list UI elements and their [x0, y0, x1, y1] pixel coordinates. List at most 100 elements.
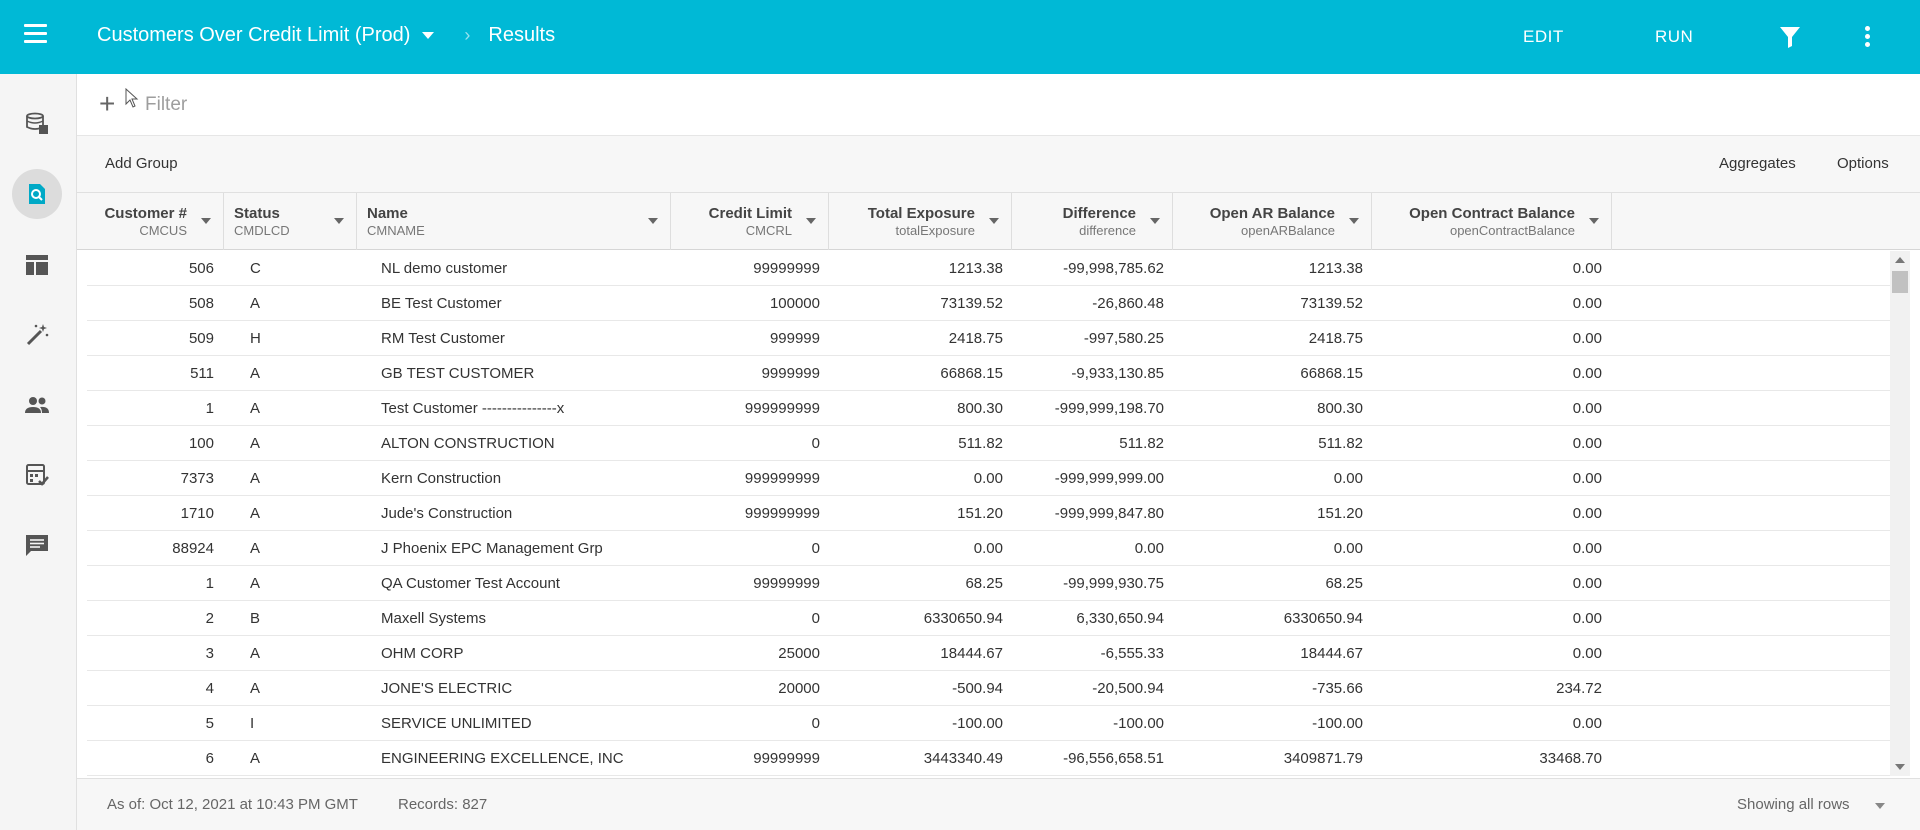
cell-credit-limit: 999999 [769, 330, 820, 347]
sort-caret-icon[interactable] [334, 218, 344, 224]
column-label: Customer # [104, 205, 187, 222]
cell-credit-limit: 0 [811, 715, 820, 732]
sidebar-item-data-sources[interactable] [12, 98, 62, 148]
cell-total-exposure: -100.00 [952, 715, 1003, 732]
edit-button[interactable]: EDIT [1523, 27, 1564, 46]
cell-open-contract-balance: 0.00 [1572, 260, 1602, 277]
sidebar-item-results[interactable] [12, 169, 62, 219]
column-label: Difference [1062, 205, 1136, 222]
table-row[interactable]: 6 A ENGINEERING EXCELLENCE, INC 99999999 344… [87, 741, 1890, 776]
cell-status: A [250, 295, 261, 312]
cell-open-ar-balance: 0.00 [1333, 470, 1363, 487]
cell-customer-number: 6 [205, 750, 214, 767]
options-button[interactable]: Options [1837, 155, 1889, 172]
cell-open-contract-balance: 0.00 [1572, 435, 1602, 452]
cell-status: A [250, 365, 261, 382]
column-label: Total Exposure [867, 205, 975, 222]
scroll-down-icon[interactable] [1895, 764, 1905, 770]
cell-name: J Phoenix EPC Management Grp [381, 540, 603, 557]
add-filter-icon[interactable]: + [99, 88, 116, 119]
cell-customer-number: 506 [188, 260, 214, 277]
showing-rows-select[interactable]: Showing all rows [1737, 796, 1850, 813]
chevron-down-icon[interactable] [1875, 803, 1885, 809]
column-header-open-contract-balance[interactable]: Open Contract Balance openContractBalanc… [1372, 193, 1612, 250]
add-group-button[interactable]: Add Group [105, 155, 178, 172]
sort-caret-icon[interactable] [989, 218, 999, 224]
cell-customer-number: 100 [188, 435, 214, 452]
table-row[interactable]: 88924 A J Phoenix EPC Management Grp 0 0.00 0… [87, 531, 1890, 566]
sort-caret-icon[interactable] [1349, 218, 1359, 224]
cell-status: B [250, 610, 261, 627]
column-header-open-ar-balance[interactable]: Open AR Balance openARBalance [1173, 193, 1372, 250]
column-label: Credit Limit [708, 205, 792, 222]
more-vert-icon[interactable] [1862, 26, 1872, 50]
filter-icon[interactable] [1778, 25, 1802, 49]
sidebar [0, 74, 77, 830]
sidebar-item-calculations[interactable] [12, 450, 62, 500]
menu-icon[interactable] [24, 24, 50, 50]
scroll-thumb[interactable] [1892, 271, 1908, 293]
sidebar-item-users[interactable] [12, 380, 62, 430]
sort-caret-icon[interactable] [806, 218, 816, 224]
cell-open-contract-balance: 0.00 [1572, 330, 1602, 347]
aggregates-button[interactable]: Aggregates [1719, 155, 1796, 172]
table-row[interactable]: 511 A GB TEST CUSTOMER 9999999 66868.15 -9,93… [87, 356, 1890, 391]
column-header-credit-limit[interactable]: Credit Limit CMCRL [671, 193, 829, 250]
column-label: Open AR Balance [1209, 205, 1335, 222]
vertical-scrollbar[interactable] [1890, 251, 1910, 776]
chevron-down-icon[interactable] [422, 32, 435, 39]
app-header: Customers Over Credit Limit (Prod) › Res… [0, 0, 1920, 74]
cell-customer-number: 1 [205, 575, 214, 592]
people-icon [25, 397, 49, 413]
cell-difference: -9,933,130.85 [1071, 365, 1164, 382]
table-row[interactable]: 5 I SERVICE UNLIMITED 0 -100.00 -100.00 -100.0… [87, 706, 1890, 741]
table-row[interactable]: 100 A ALTON CONSTRUCTION 0 511.82 511.82 511.8… [87, 426, 1890, 461]
cell-customer-number: 4 [205, 680, 214, 697]
cell-open-ar-balance: 6330650.94 [1283, 610, 1363, 627]
column-field: difference [1079, 223, 1136, 238]
cell-credit-limit: 999999999 [744, 400, 820, 417]
cell-credit-limit: 99999999 [753, 575, 820, 592]
filter-bar: + [77, 74, 1920, 136]
report-title[interactable]: Customers Over Credit Limit (Prod) [97, 24, 411, 46]
cell-status: A [250, 540, 261, 557]
table-row[interactable]: 7373 A Kern Construction 999999999 0.00 -999,… [87, 461, 1890, 496]
magic-wand-icon [26, 324, 49, 346]
table-row[interactable]: 1 A Test Customer ---------------x 99999999… [87, 391, 1890, 426]
table-row[interactable]: 1 A QA Customer Test Account 99999999 68.25 -… [87, 566, 1890, 601]
cell-name: Maxell Systems [381, 610, 487, 627]
column-header-name[interactable]: Name CMNAME [357, 193, 671, 250]
sort-caret-icon[interactable] [1589, 218, 1599, 224]
column-header-status[interactable]: Status CMDLCD [224, 193, 357, 250]
cell-total-exposure: 1213.38 [948, 260, 1003, 277]
cell-open-contract-balance: 0.00 [1572, 540, 1602, 557]
table-row[interactable]: 3 A OHM CORP 25000 18444.67 -6,555.33 18444.67… [87, 636, 1890, 671]
cell-name: Kern Construction [381, 470, 502, 487]
column-header-customer[interactable]: Customer # CMCUS [87, 193, 224, 250]
column-header-total-exposure[interactable]: Total Exposure totalExposure [829, 193, 1012, 250]
sidebar-item-layout[interactable] [12, 240, 62, 290]
as-of-timestamp: As of: Oct 12, 2021 at 10:43 PM GMT [107, 796, 358, 813]
cell-difference: -6,555.33 [1100, 645, 1164, 662]
sort-caret-icon[interactable] [648, 218, 658, 224]
sort-caret-icon[interactable] [201, 218, 211, 224]
sort-caret-icon[interactable] [1150, 218, 1160, 224]
run-button[interactable]: RUN [1655, 27, 1694, 46]
sidebar-item-formulas[interactable] [12, 310, 62, 360]
cell-status: A [250, 470, 261, 487]
column-header-difference[interactable]: Difference difference [1012, 193, 1173, 250]
table-row[interactable]: 509 H RM Test Customer 999999 2418.75 -997,58… [87, 321, 1890, 356]
database-icon [26, 112, 48, 134]
table-row[interactable]: 1710 A Jude's Construction 999999999 151.20 -… [87, 496, 1890, 531]
table-row[interactable]: 508 A BE Test Customer 100000 73139.52 -26,86… [87, 286, 1890, 321]
cell-name: OHM CORP [381, 645, 464, 662]
sidebar-item-comments[interactable] [12, 520, 62, 570]
comment-icon [26, 535, 48, 556]
cell-name: RM Test Customer [381, 330, 505, 347]
table-row[interactable]: 506 C NL demo customer 99999999 1213.38 -99,9… [87, 251, 1890, 286]
cell-total-exposure: 2418.75 [948, 330, 1003, 347]
table-row[interactable]: 2 B Maxell Systems 0 6330650.94 6,330,650.94 6… [87, 601, 1890, 636]
scroll-up-icon[interactable] [1895, 257, 1905, 263]
table-row[interactable]: 4 A JONE'S ELECTRIC 20000 -500.94 -20,500.94 -… [87, 671, 1890, 706]
filter-input[interactable] [145, 90, 745, 120]
